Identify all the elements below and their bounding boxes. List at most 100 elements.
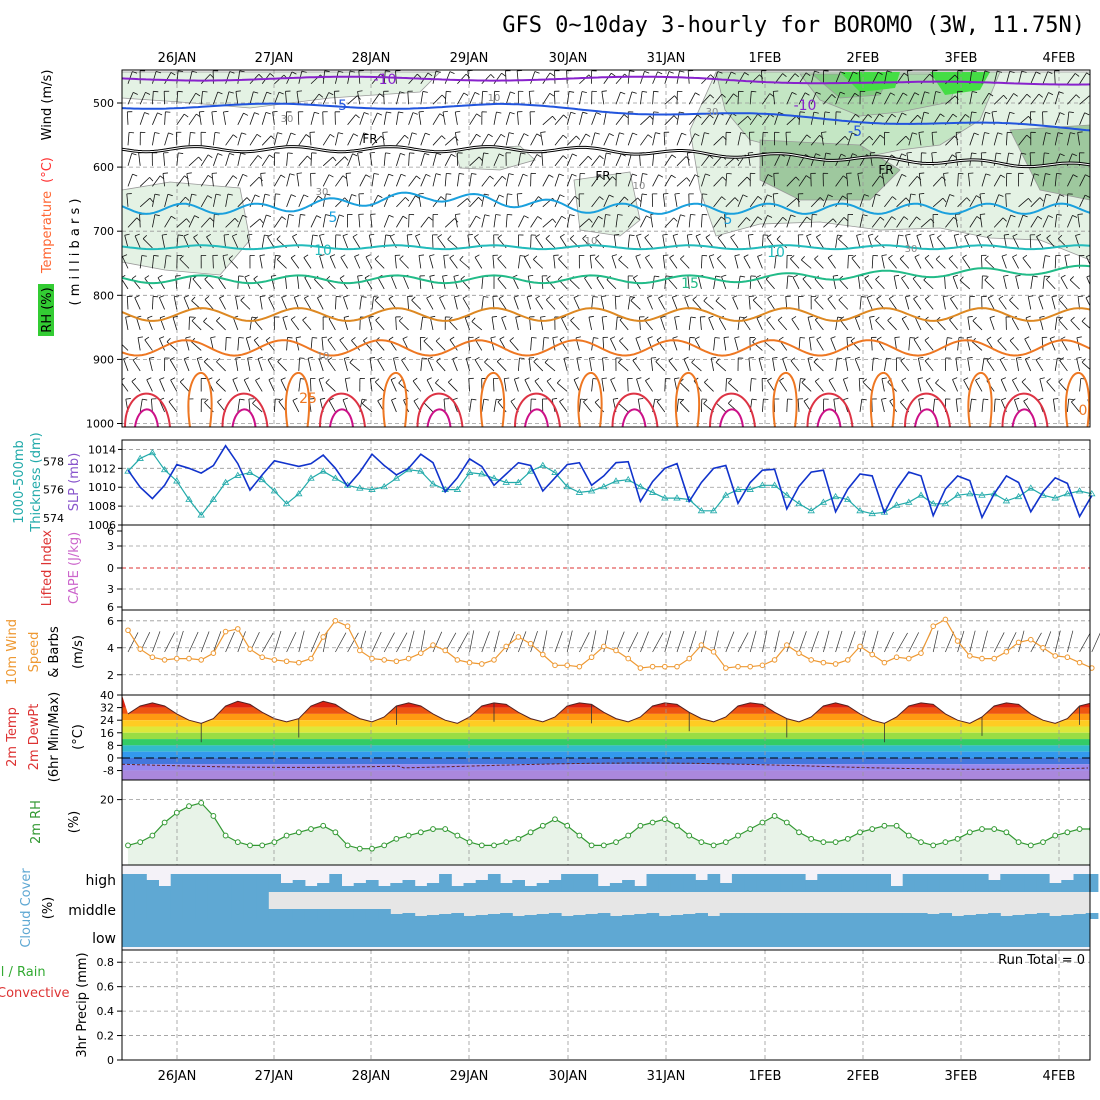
wind-barb-feather [422,91,428,93]
wind-barb-feather [587,155,593,160]
wind-barb [396,134,405,146]
wind-barb [464,317,470,331]
thickness-point [331,474,340,481]
wind-speed-point [918,650,924,656]
wind-barb-feather [681,132,687,136]
wind-barb-feather [317,195,323,200]
wind-barb-feather [655,132,661,135]
wind-barb-feather [779,336,784,341]
thickness-point [185,495,193,502]
wind-barb-feather [828,377,834,381]
wind-barb-feather [1056,214,1062,216]
wind-barb-feather [1015,274,1021,277]
wind-barb-feather [830,336,836,339]
wind-barb [492,378,495,392]
wind-barb-10m [481,631,490,653]
wind-barb [758,358,763,372]
wind-barb [261,154,270,167]
wind-barb-feather [672,336,678,339]
wind-barb [637,399,641,413]
wind-barb-feather [474,336,480,340]
wind-barb-feather [186,218,191,223]
wind-barb [260,173,263,187]
wind-barb [1006,132,1008,146]
wind-barb-feather [972,316,977,321]
wind-barb-feather [256,133,262,138]
wind-barb [371,73,381,85]
wind-barb-feather [303,194,309,198]
wind-barb-feather [411,132,417,135]
wind-barb [398,320,409,331]
wind-barb [322,92,330,105]
wind-barb-feather [234,218,239,223]
wind-barb-feather [446,90,452,93]
wind-barb-feather [552,336,558,339]
rh-point [430,826,436,832]
wind-barb [253,339,263,351]
wind-barb-feather [877,71,883,75]
contour-temp-35 [816,408,842,427]
wind-barb [432,71,437,84]
wind-barb-feather [142,398,148,401]
wind-barb [856,235,861,248]
wind-barb [304,298,312,310]
wind-barb [225,153,230,166]
wind-barb [318,358,324,372]
wind-barb [725,113,733,125]
date-label-bottom: 26JAN [158,1069,197,1084]
wind-barb-feather [594,255,600,259]
wind-barb-feather [599,196,604,201]
wind-barb [396,197,406,208]
wind-barb-feather [295,336,302,339]
rh-shading [454,145,536,171]
wind-barb-feather [819,197,824,202]
wind-barb [1076,358,1080,372]
wind-speed-point [1015,639,1022,646]
cloud-middle-bar [951,916,965,919]
wind-barb [797,193,800,207]
wind-barb [481,133,489,146]
contour-temp-30 [611,392,659,427]
wind-barb [1042,71,1049,84]
wind-barb [614,296,617,310]
wind-barb-feather [581,91,587,94]
wind-barb-feather [1025,356,1031,360]
rh-point [466,839,473,846]
wind-barb-feather [629,70,635,72]
thickness-point [539,461,547,468]
rh-point [454,832,461,839]
wind-barb-feather [840,91,845,95]
wind-barb-feather [314,111,320,115]
wind-barb-feather [317,295,323,299]
rh-point [1040,839,1046,846]
wind-barb-feather [546,296,551,301]
wind-barb-feather [804,92,810,96]
wind-barb [162,173,165,187]
thickness-point [770,481,779,488]
wind-speed-point [540,651,546,658]
wind-barb [357,91,361,105]
wind-barb [1024,338,1032,351]
wind-barb-feather [582,111,588,114]
wind-barb [137,337,141,351]
contour-label: 15 [681,276,699,292]
wind-barb [403,276,409,290]
wind-barb [636,235,641,248]
wind-barb-10m [957,630,965,653]
wind-barb-feather [552,218,557,223]
wind-barb-feather [199,110,205,113]
wind-barb [725,71,732,84]
wind-barb [322,214,326,228]
wind-speed-point [723,665,729,671]
wind-barb-feather [948,255,954,259]
wind-barb [615,153,622,166]
wind-barb [467,234,470,248]
wind-barb-feather [329,134,335,138]
wind-barb-feather [546,377,552,382]
wind-barb [1030,216,1039,228]
wind-barb [432,113,441,126]
cloud-middle-bar [1024,914,1038,919]
wind-barb-feather [751,398,757,401]
wind-barb [847,93,856,105]
wind-barb [139,197,151,208]
